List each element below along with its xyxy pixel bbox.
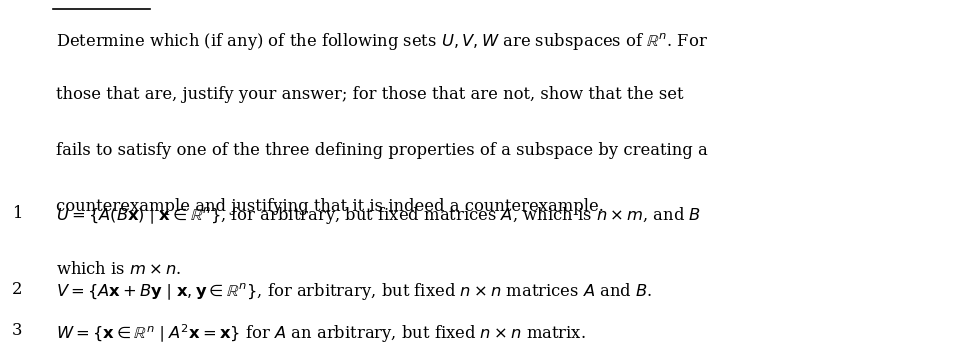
Text: 3: 3 — [12, 322, 22, 339]
Text: which is $m \times n$.: which is $m \times n$. — [56, 261, 182, 278]
Text: 2: 2 — [12, 281, 22, 298]
Text: $U = \{A(B\mathbf{x}) \mid \mathbf{x} \in \mathbb{R}^n\}$, for arbitrary, but fi: $U = \{A(B\mathbf{x}) \mid \mathbf{x} \i… — [56, 205, 702, 226]
Text: counterexample and justifying that it is indeed a counterexample.: counterexample and justifying that it is… — [56, 198, 604, 215]
Text: 1: 1 — [12, 205, 22, 222]
Text: $W = \{\mathbf{x} \in \mathbb{R}^n \mid A^2\mathbf{x} = \mathbf{x}\}$ for $A$ an: $W = \{\mathbf{x} \in \mathbb{R}^n \mid … — [56, 322, 586, 345]
Text: fails to satisfy one of the three defining properties of a subspace by creating : fails to satisfy one of the three defini… — [56, 142, 708, 159]
Text: $V = \{A\mathbf{x} + B\mathbf{y} \mid \mathbf{x}, \mathbf{y} \in \mathbb{R}^n\}$: $V = \{A\mathbf{x} + B\mathbf{y} \mid \m… — [56, 281, 653, 302]
Text: Determine which (if any) of the following sets $U, V, W$ are subspaces of $\math: Determine which (if any) of the followin… — [56, 31, 708, 51]
Text: those that are, justify your answer; for those that are not, show that the set: those that are, justify your answer; for… — [56, 86, 684, 103]
